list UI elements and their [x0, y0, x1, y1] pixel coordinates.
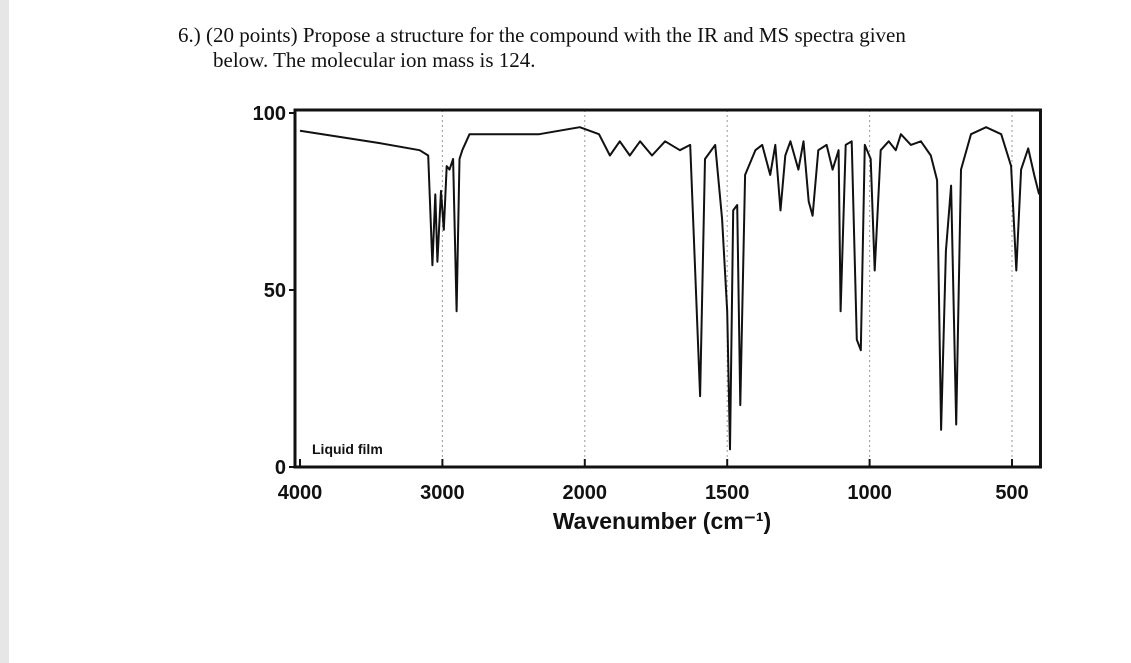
- x-tick-label: 4000: [278, 482, 323, 504]
- spectrum-line: [299, 126, 1041, 451]
- x-axis-label: Wavenumber (cm⁻¹): [553, 508, 771, 534]
- question-line: below. The molecular ion mass is 124.: [213, 48, 536, 72]
- y-tick-label: 50: [264, 280, 286, 302]
- x-tick-label: 500: [995, 482, 1028, 504]
- x-tick-label: 3000: [420, 482, 465, 504]
- x-tick-label: 2000: [563, 482, 608, 504]
- plot-frame: [293, 108, 1042, 469]
- y-tick-label: 0: [275, 457, 286, 479]
- question-line: 6.) (20 points) Propose a structure for …: [178, 23, 906, 47]
- y-tick-label: 100: [253, 103, 286, 125]
- x-tick-label: 1000: [847, 482, 892, 504]
- annotation: Liquid film: [312, 441, 383, 457]
- x-tick-label: 1500: [705, 482, 750, 504]
- page-edge: [0, 0, 9, 663]
